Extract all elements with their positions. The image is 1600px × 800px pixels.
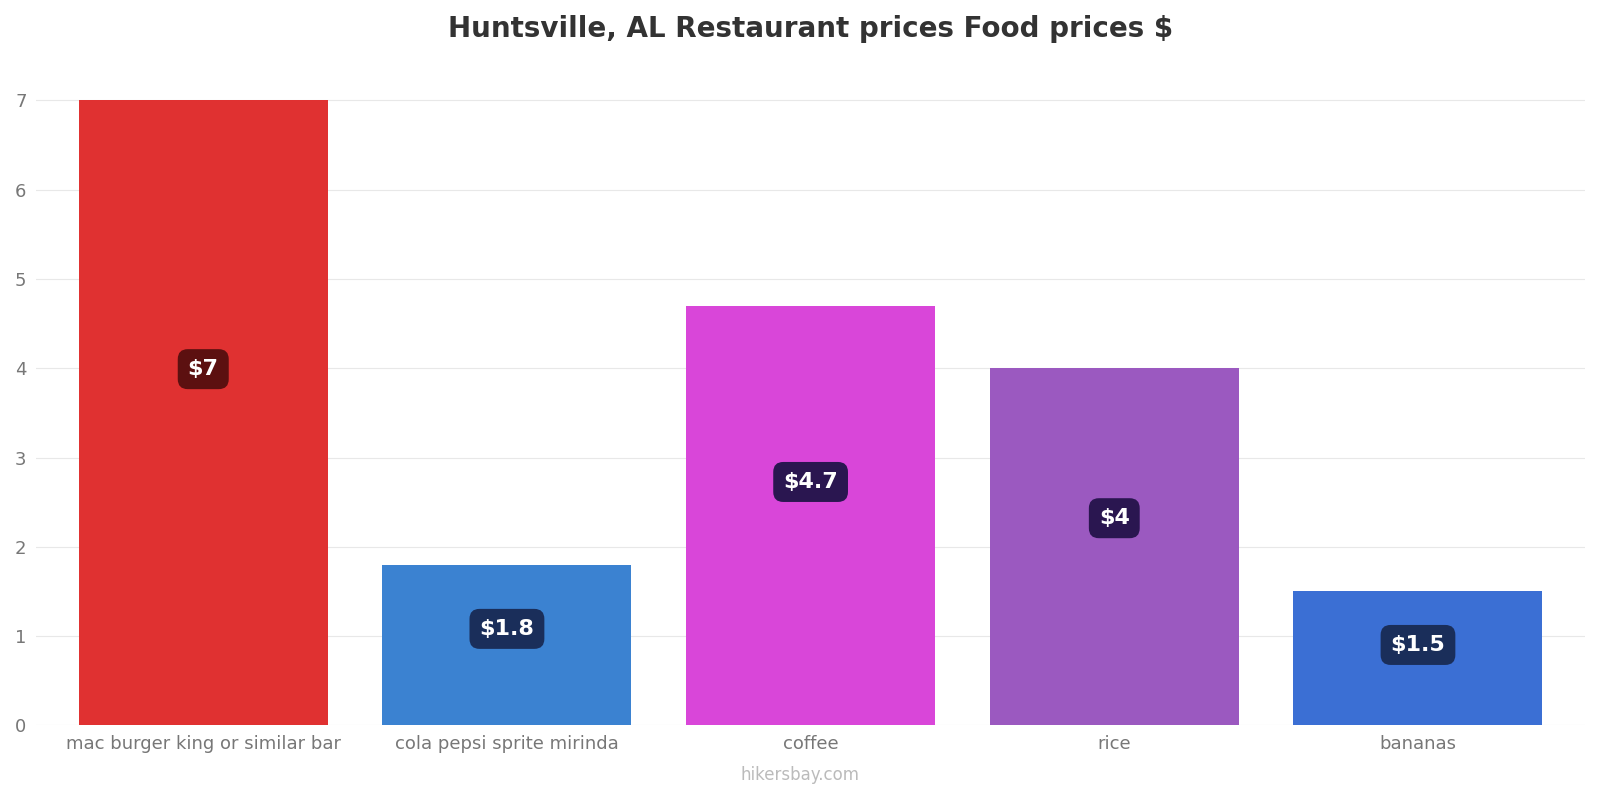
Bar — [686, 306, 934, 726]
Bar — [1293, 591, 1542, 726]
Text: $7: $7 — [187, 359, 219, 379]
Bar — [990, 368, 1238, 726]
Bar — [78, 101, 328, 726]
Bar — [382, 565, 632, 726]
Text: hikersbay.com: hikersbay.com — [741, 766, 859, 784]
Text: $1.8: $1.8 — [480, 619, 534, 639]
Title: Huntsville, AL Restaurant prices Food prices $: Huntsville, AL Restaurant prices Food pr… — [448, 15, 1173, 43]
Text: $4.7: $4.7 — [784, 472, 838, 492]
Text: $1.5: $1.5 — [1390, 635, 1445, 655]
Text: $4: $4 — [1099, 508, 1130, 528]
